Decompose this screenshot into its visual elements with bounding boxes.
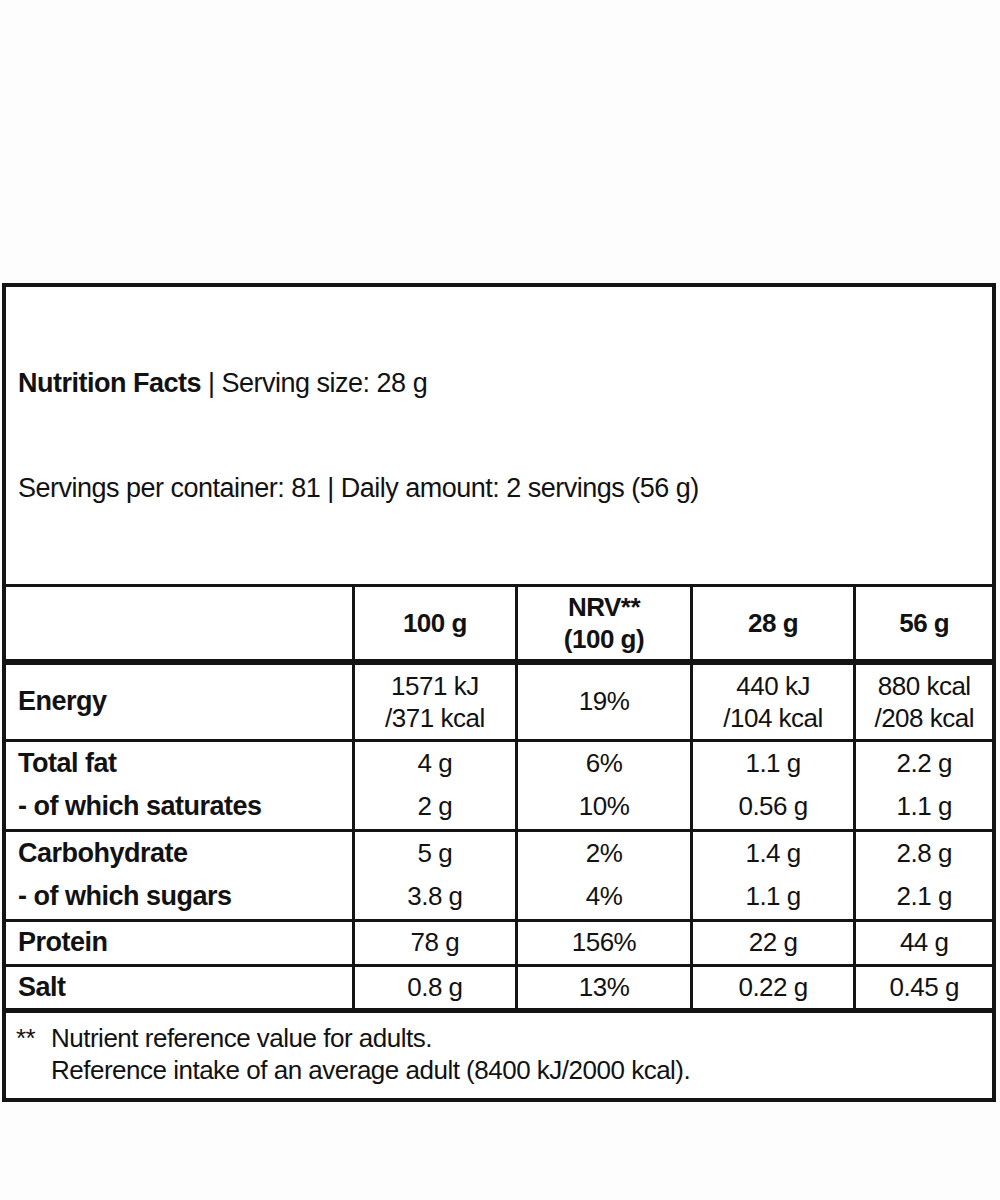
saturates-label: - of which saturates (6, 785, 353, 830)
saturates-per-56g: 1.1 g (855, 785, 992, 830)
footnote-text: Nutrient reference value for adults. Ref… (51, 1022, 690, 1086)
value-line-2: /104 kcal (693, 702, 854, 734)
energy-nrv: 19% (517, 662, 692, 740)
carbohydrate-label: Carbohydrate (6, 830, 353, 875)
footnote-line-2: Reference intake of an average adult (84… (51, 1054, 690, 1086)
salt-per-100g: 0.8 g (353, 965, 517, 1010)
total-fat-per-100g: 4 g (353, 740, 517, 785)
protein-nrv: 156% (517, 920, 692, 965)
saturates-per-100g: 2 g (353, 785, 517, 830)
value-line-2: /371 kcal (355, 702, 516, 734)
label-title-line: Nutrition Facts | Serving size: 28 g (18, 366, 980, 401)
row-carbohydrate: Carbohydrate 5 g 2% 1.4 g 2.8 g (6, 830, 992, 875)
footnote-line-1: Nutrient reference value for adults. (51, 1022, 690, 1054)
total-fat-nrv: 6% (517, 740, 692, 785)
carbohydrate-per-28g: 1.4 g (691, 830, 855, 875)
col-header-nrv-line-2: (100 g) (518, 623, 690, 655)
saturates-per-28g: 0.56 g (691, 785, 855, 830)
protein-per-56g: 44 g (855, 920, 992, 965)
total-fat-per-28g: 1.1 g (691, 740, 855, 785)
value-line-1: 440 kJ (693, 670, 854, 702)
sugars-per-100g: 3.8 g (353, 875, 517, 920)
protein-label: Protein (6, 920, 353, 965)
salt-per-56g: 0.45 g (855, 965, 992, 1010)
sugars-per-28g: 1.1 g (691, 875, 855, 920)
label-title: Nutrition Facts (18, 368, 201, 398)
row-protein: Protein 78 g 156% 22 g 44 g (6, 920, 992, 965)
sugars-per-56g: 2.1 g (855, 875, 992, 920)
energy-per-28g: 440 kJ/104 kcal (691, 662, 855, 740)
total-fat-per-56g: 2.2 g (855, 740, 992, 785)
saturates-nrv: 10% (517, 785, 692, 830)
label-header: Nutrition Facts | Serving size: 28 g Ser… (6, 287, 992, 587)
value-line-2: /208 kcal (856, 702, 992, 734)
row-saturates: - of which saturates 2 g 10% 0.56 g 1.1 … (6, 785, 992, 830)
row-total-fat: Total fat 4 g 6% 1.1 g 2.2 g (6, 740, 992, 785)
energy-per-56g: 880 kcal/208 kcal (855, 662, 992, 740)
col-header-nrv-line-1: NRV** (518, 591, 690, 623)
energy-per-100g: 1571 kJ/371 kcal (353, 662, 517, 740)
column-header-row: 100 g NRV**(100 g) 28 g 56 g (6, 587, 992, 662)
nutrition-table: 100 g NRV**(100 g) 28 g 56 g Energy 1571… (6, 587, 992, 1013)
salt-per-28g: 0.22 g (691, 965, 855, 1010)
row-energy: Energy 1571 kJ/371 kcal 19% 440 kJ/104 k… (6, 662, 992, 740)
col-header-nrv: NRV**(100 g) (517, 587, 692, 662)
serving-size-text: | Serving size: 28 g (201, 368, 427, 398)
total-fat-label: Total fat (6, 740, 353, 785)
carbohydrate-per-100g: 5 g (353, 830, 517, 875)
sugars-label: - of which sugars (6, 875, 353, 920)
col-header-empty (6, 587, 353, 662)
energy-label: Energy (6, 662, 353, 740)
row-sugars: - of which sugars 3.8 g 4% 1.1 g 2.1 g (6, 875, 992, 920)
servings-per-container-text: Servings per container: 81 | Daily amoun… (18, 471, 980, 506)
row-salt: Salt 0.8 g 13% 0.22 g 0.45 g (6, 965, 992, 1010)
sugars-nrv: 4% (517, 875, 692, 920)
col-header-56g: 56 g (855, 587, 992, 662)
nutrition-facts-label: Nutrition Facts | Serving size: 28 g Ser… (2, 283, 996, 1102)
footnote: ** Nutrient reference value for adults. … (6, 1013, 992, 1098)
carbohydrate-nrv: 2% (517, 830, 692, 875)
col-header-100g: 100 g (353, 587, 517, 662)
salt-label: Salt (6, 965, 353, 1010)
value-line-1: 1571 kJ (355, 670, 516, 702)
salt-nrv: 13% (517, 965, 692, 1010)
protein-per-28g: 22 g (691, 920, 855, 965)
col-header-28g: 28 g (691, 587, 855, 662)
carbohydrate-per-56g: 2.8 g (855, 830, 992, 875)
protein-per-100g: 78 g (353, 920, 517, 965)
footnote-marker: ** (16, 1022, 51, 1086)
value-line-1: 880 kcal (856, 670, 992, 702)
